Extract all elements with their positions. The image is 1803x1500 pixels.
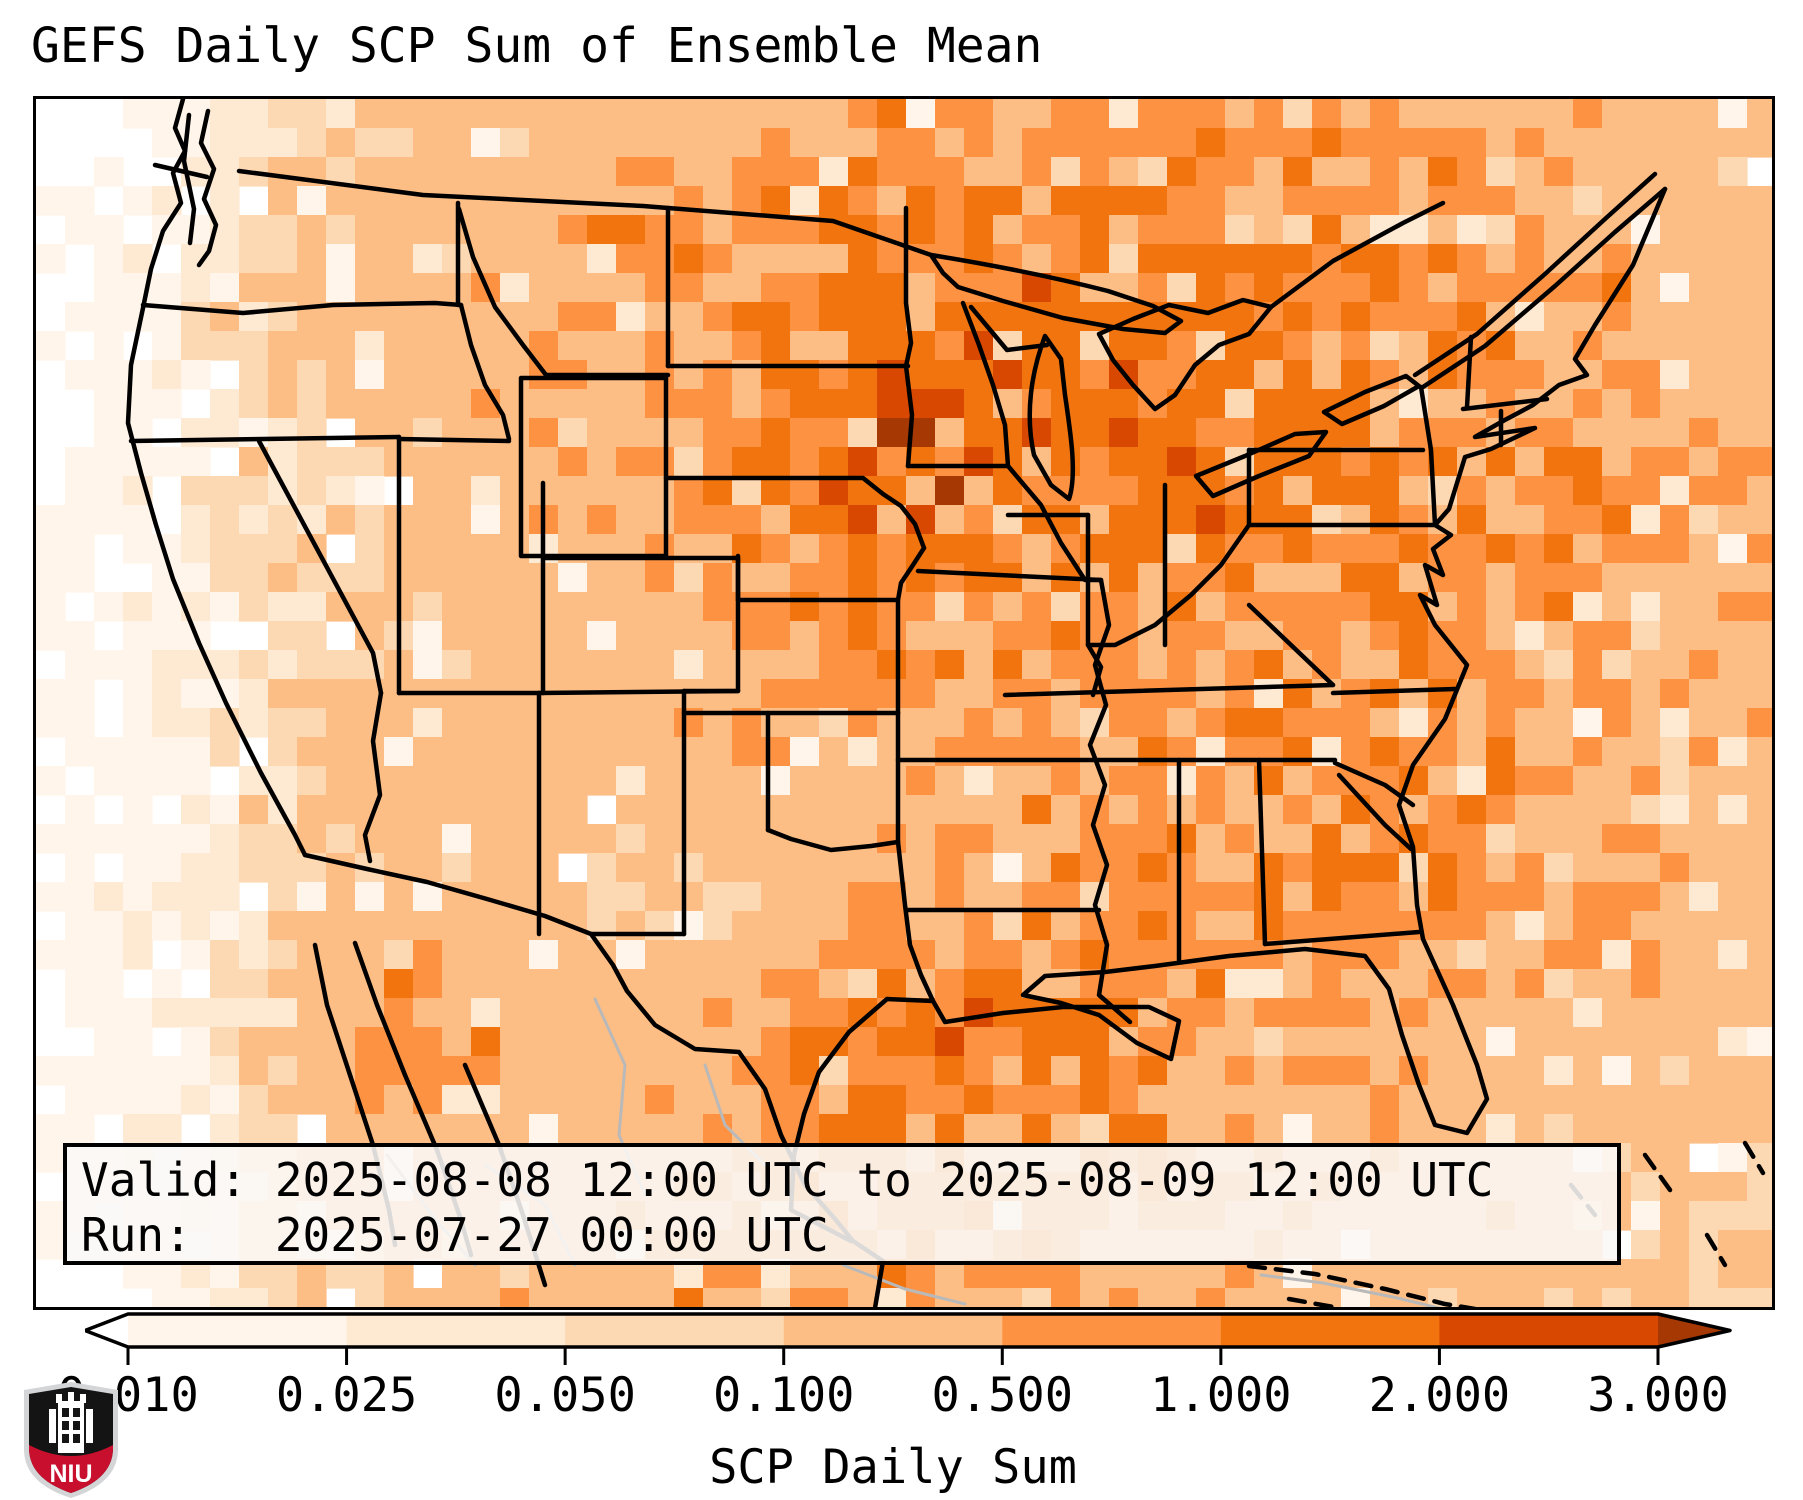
page-title: GEFS Daily SCP Sum of Ensemble Mean (31, 18, 1043, 74)
colorbar-tick-label: 1.000 (1150, 1368, 1292, 1423)
niu-logo: NIU (19, 1381, 123, 1500)
state-and-coast-borders (125, 99, 1668, 1307)
niu-logo-text: NIU (49, 1460, 92, 1488)
colorbar-bar (85, 1312, 1732, 1365)
info-box: Valid: 2025-08-08 12:00 UTC to 2025-08-0… (63, 1143, 1621, 1265)
map-svg (36, 99, 1772, 1307)
valid-text: Valid: 2025-08-08 12:00 UTC to 2025-08-0… (81, 1153, 1494, 1207)
niu-shield-icon: NIU (24, 1382, 118, 1498)
colorbar-tick-label: 0.050 (494, 1368, 636, 1423)
colorbar-tick-label: 2.000 (1368, 1368, 1511, 1423)
weather-map: Valid: 2025-08-08 12:00 UTC to 2025-08-0… (33, 96, 1775, 1310)
colorbar-tick-label: 0.500 (931, 1368, 1074, 1423)
colorbar: 0.010 0.025 0.050 0.100 0.500 1.000 2.000 3.000… (57, 1312, 1745, 1498)
colorbar-tick-label: 0.025 (275, 1368, 418, 1423)
colorbar-title: SCP Daily Sum (709, 1440, 1077, 1495)
colorbar-tick-label: 3.000 (1587, 1368, 1729, 1423)
run-text: Run: 2025-07-27 00:00 UTC (81, 1208, 829, 1262)
colorbar-tick-label: 0.100 (712, 1368, 855, 1423)
